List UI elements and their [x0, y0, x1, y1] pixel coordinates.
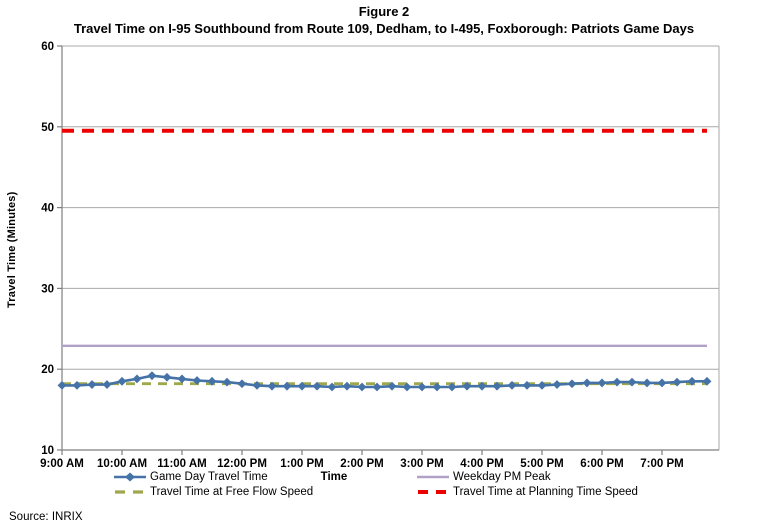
x-tick-label: 2:00 PM: [340, 458, 383, 470]
marker-diamond-game_day: [672, 377, 682, 387]
marker-diamond-game_day: [192, 376, 202, 385]
x-tick-label: 9:00 AM: [40, 458, 84, 470]
legend-item-weekday-pm-peak: Weekday PM Peak: [417, 471, 551, 484]
marker-diamond-game_day: [492, 381, 502, 391]
y-tick-label: 50: [41, 122, 54, 134]
marker-diamond-game_day: [432, 382, 442, 392]
marker-diamond-game_day: [552, 380, 562, 389]
marker-diamond-game_day: [687, 376, 697, 386]
marker-diamond-game_day: [567, 379, 577, 389]
marker-diamond-game_day: [627, 377, 637, 387]
marker-diamond-game_day: [222, 377, 232, 387]
marker-diamond-game_day: [312, 381, 322, 391]
marker-diamond-game_day: [57, 380, 67, 390]
x-tick-label: 12:00 PM: [217, 458, 267, 470]
chart-title: Travel Time on I-95 Southbound from Rout…: [73, 21, 695, 36]
marker-diamond-game_day: [612, 377, 622, 387]
marker-diamond-game_day: [447, 382, 457, 392]
x-tick-label: 6:00 PM: [580, 458, 623, 470]
marker-diamond-game_day: [462, 381, 472, 391]
legend-label-weekday-pm-peak: Weekday PM Peak: [453, 471, 551, 483]
marker-diamond-game_day: [597, 378, 607, 388]
x-tick-label: 4:00 PM: [460, 458, 503, 470]
marker-diamond-game_day: [402, 382, 412, 392]
legend-item-game-day: Game Day Travel Time: [114, 471, 268, 484]
marker-diamond-game_day: [327, 382, 337, 392]
marker-diamond-game_day: [72, 380, 82, 390]
marker-diamond-game_day: [237, 379, 247, 389]
marker-diamond-game_day: [702, 376, 712, 386]
y-axis-title: Travel Time (Minutes): [6, 191, 18, 309]
marker-diamond-game_day: [177, 374, 187, 384]
legend-label-planning: Travel Time at Planning Time Speed: [453, 486, 638, 498]
marker-diamond-game_day: [372, 382, 382, 392]
free-flow-dash-icon: [115, 490, 145, 494]
x-axis-title: Time: [320, 471, 348, 483]
legend-label-game-day: Game Day Travel Time: [150, 471, 268, 483]
x-tick-label: 1:00 PM: [280, 458, 323, 470]
series-line-game_day: [62, 374, 707, 389]
x-tick-label: 10:00 AM: [97, 458, 147, 470]
legend-item-free-flow: Travel Time at Free Flow Speed: [114, 486, 313, 499]
marker-diamond-game_day: [87, 380, 97, 389]
marker-diamond-game_day: [477, 381, 487, 391]
x-tick-label: 5:00 PM: [520, 458, 563, 470]
y-tick-label: 30: [41, 283, 54, 295]
source-note: Source: INRIX: [9, 511, 83, 523]
x-tick-label: 7:00 PM: [640, 458, 683, 470]
marker-diamond-game_day: [297, 381, 307, 391]
planning-dash-icon: [418, 490, 448, 494]
marker-diamond-game_day: [642, 378, 652, 388]
y-tick-label: 60: [41, 41, 54, 53]
y-tick-label: 20: [41, 364, 54, 376]
marker-diamond-game_day: [132, 374, 142, 384]
figure-number: Figure 2: [358, 4, 410, 19]
y-tick-label: 40: [41, 203, 54, 215]
marker-diamond-game_day: [102, 380, 112, 389]
marker-diamond-game_day: [252, 380, 262, 390]
marker-diamond-game_day: [537, 380, 547, 390]
marker-diamond-game_day: [522, 380, 532, 390]
marker-diamond-game_day: [582, 378, 592, 388]
marker-diamond-game_day: [207, 376, 217, 386]
marker-diamond-game_day: [267, 381, 277, 391]
marker-diamond-game_day: [282, 381, 292, 391]
legend-item-planning: Travel Time at Planning Time Speed: [417, 486, 638, 499]
x-tick-label: 3:00 PM: [400, 458, 443, 470]
y-tick-label: 10: [41, 445, 54, 457]
marker-diamond-game_day: [507, 380, 517, 390]
marker-diamond-game_day: [117, 376, 127, 386]
game-day-line-icon: [114, 472, 146, 482]
x-tick-label: 11:00 AM: [157, 458, 206, 470]
marker-diamond-game_day: [657, 378, 667, 388]
marker-diamond-game_day: [357, 382, 367, 392]
legend-label-free-flow: Travel Time at Free Flow Speed: [150, 486, 314, 498]
marker-diamond-game_day: [147, 371, 157, 381]
marker-diamond-game_day: [342, 381, 352, 391]
marker-diamond-game_day: [162, 372, 172, 382]
marker-diamond-game_day: [387, 381, 397, 391]
weekday-pm-peak-line-icon: [417, 475, 449, 479]
marker-diamond-game_day: [417, 382, 427, 392]
